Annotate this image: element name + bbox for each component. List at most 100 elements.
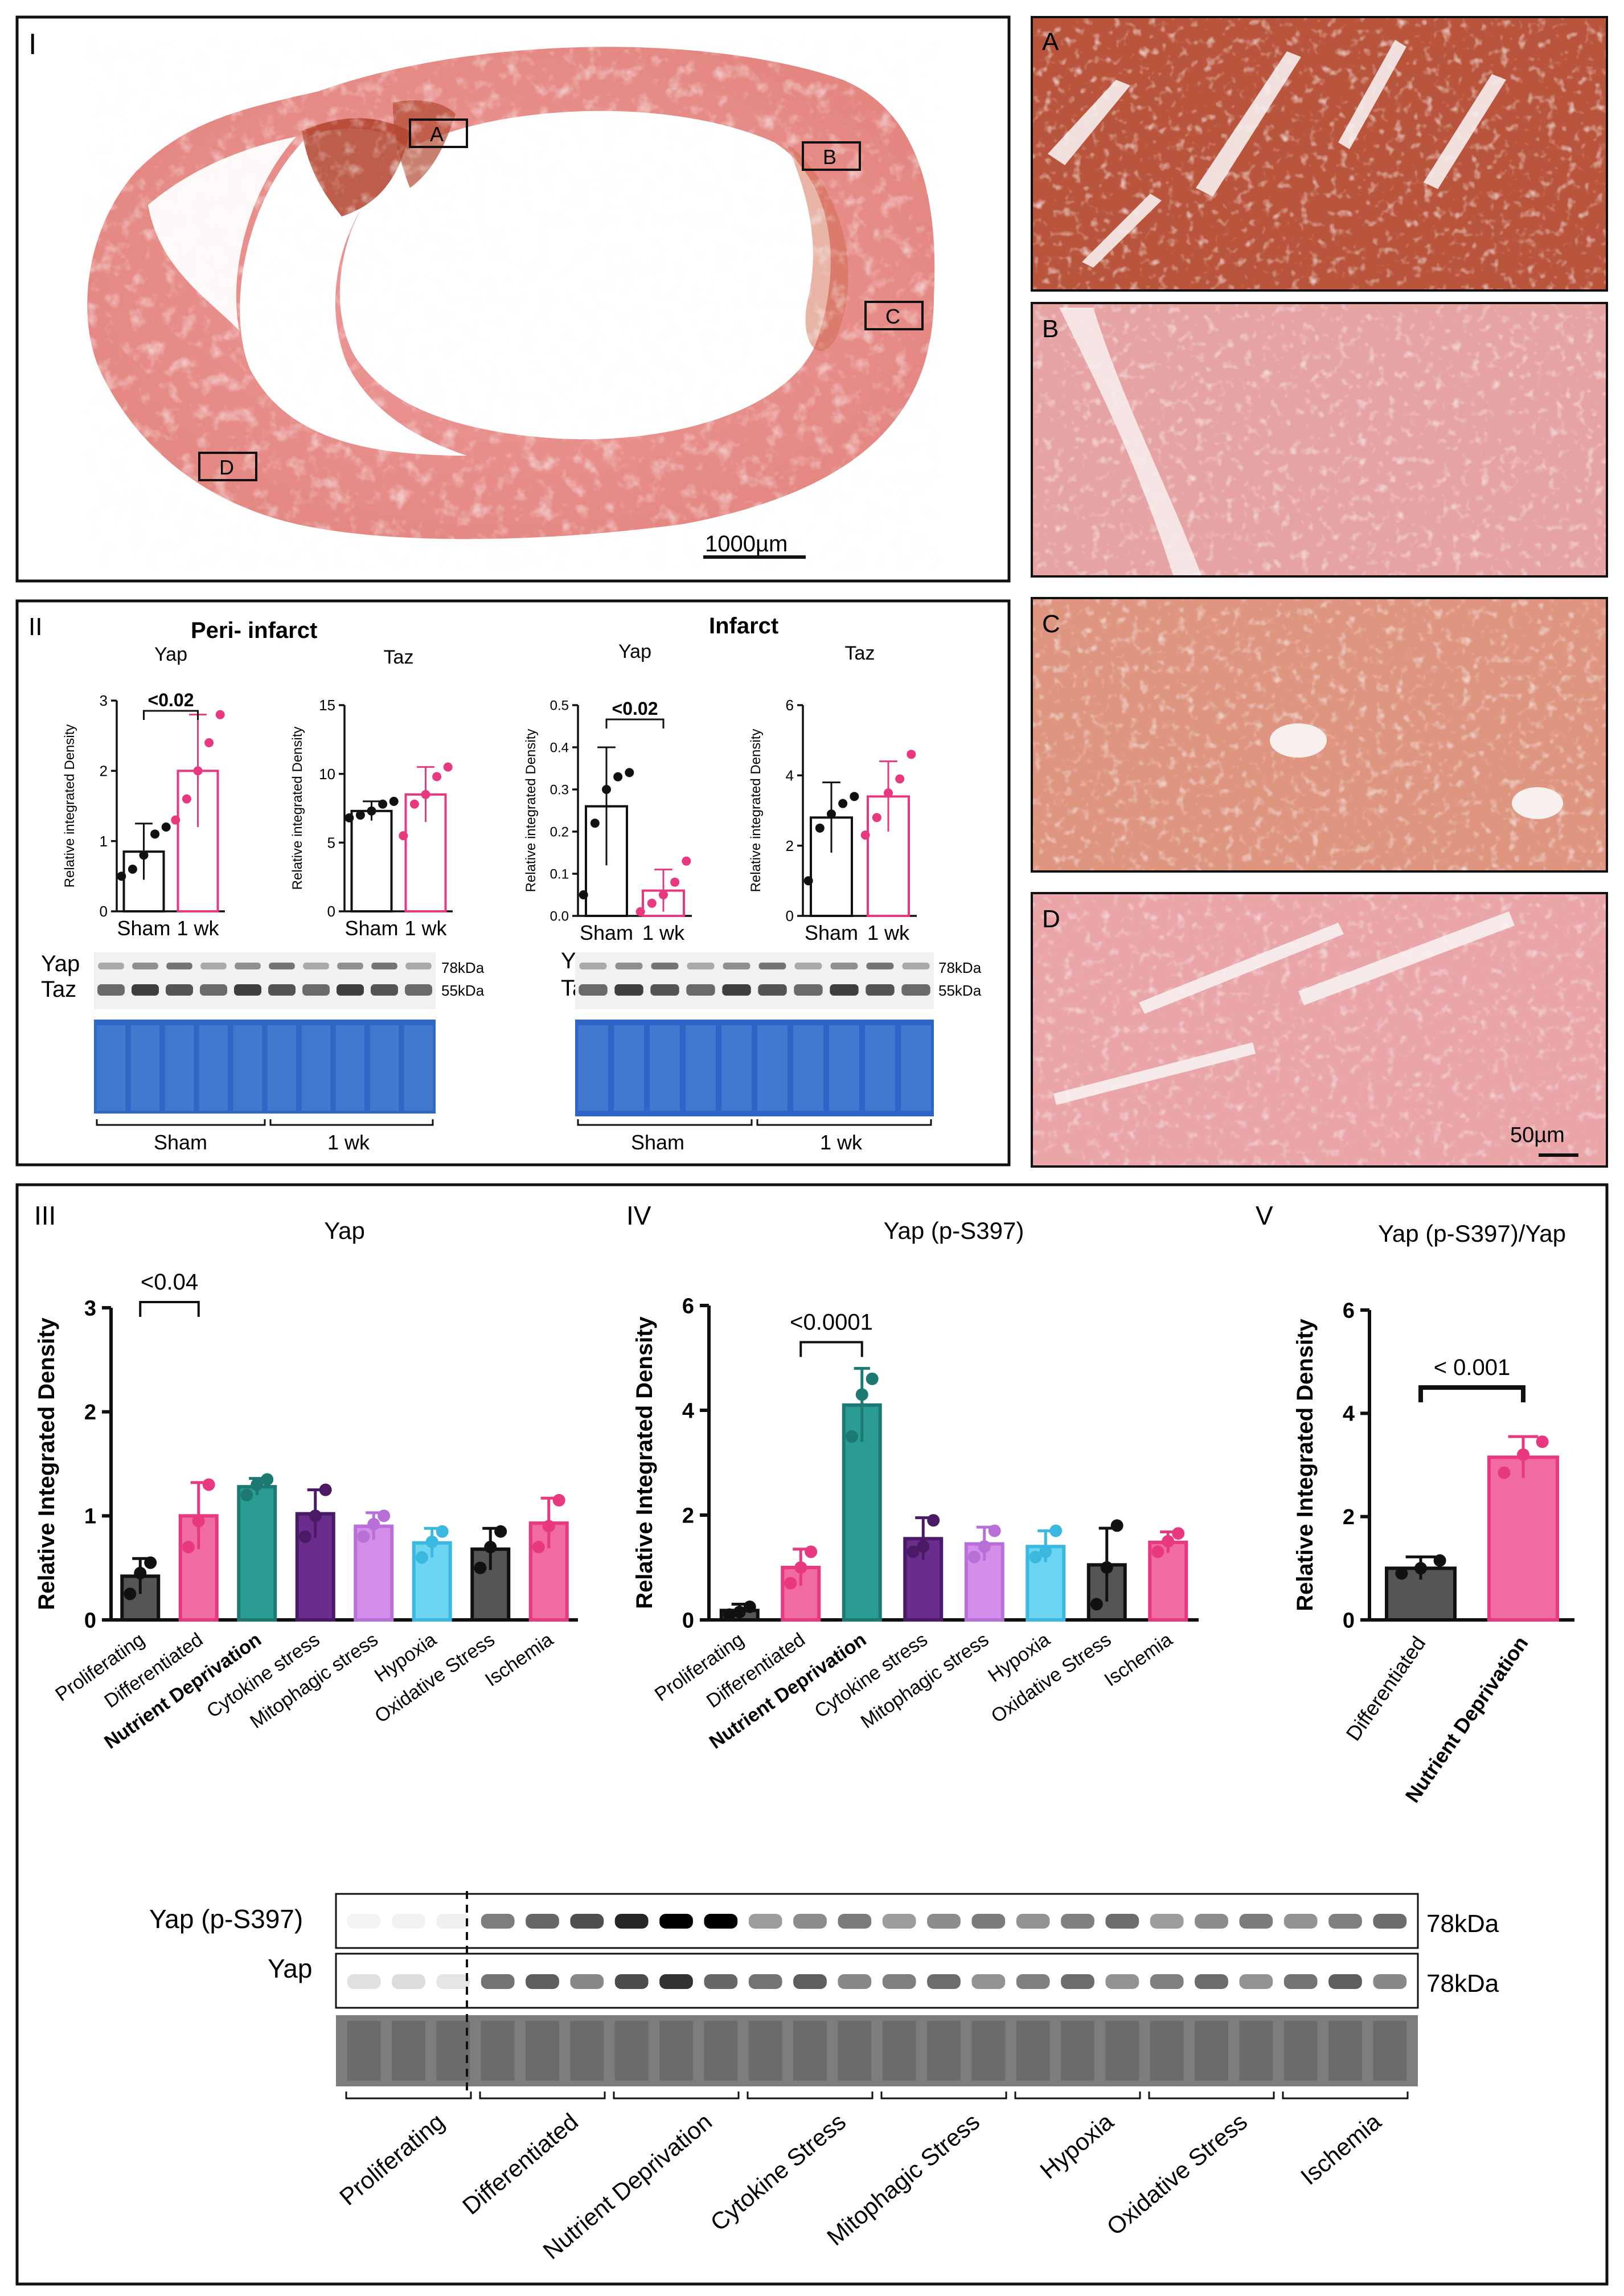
bar: [237, 1485, 277, 1622]
stain-lane: [578, 1025, 608, 1111]
blot-infarct: Yap Taz 78kDa 55kDa Sham 1 wk: [561, 948, 982, 1154]
stain-lane: [1016, 2021, 1050, 2081]
data-point: [357, 1530, 370, 1543]
data-point: [409, 799, 419, 809]
band-taz: [234, 984, 261, 996]
stain-lane: [392, 2021, 425, 2081]
y-tick-label: 4: [1343, 1402, 1355, 1426]
category-label: 1 wk: [177, 916, 219, 940]
blot-inf-membrane: [575, 952, 934, 1009]
y-tick-label: 0: [786, 907, 794, 924]
band-p-yap: [838, 1914, 872, 1929]
data-point: [967, 1550, 981, 1564]
band-p-yap: [1195, 1914, 1228, 1929]
panel-III-V-frame: [15, 1183, 1609, 2286]
y-tick-label: 6: [1343, 1299, 1355, 1323]
stain-lane: [301, 1025, 331, 1111]
band-p-yap: [1239, 1914, 1273, 1929]
stain-lane: [526, 2021, 559, 2081]
band-yap: [758, 963, 786, 969]
band-yap: [902, 963, 930, 969]
y-axis-label: Relative Integrated Density: [632, 1316, 657, 1609]
data-point: [204, 738, 214, 747]
blot-III-row1-frame: [335, 1893, 1419, 1949]
blot-inf-stain: [575, 1020, 934, 1116]
stain-lane: [927, 2021, 961, 2081]
band-p-yap: [927, 1914, 961, 1929]
stain-lane: [865, 1025, 895, 1111]
blot-III-row2-frame: [335, 1953, 1419, 2009]
band-taz: [830, 984, 859, 996]
category-label: 1 wk: [867, 921, 910, 944]
band-taz: [371, 984, 398, 996]
panel-V-label: V: [1256, 1201, 1273, 1230]
blot-inf-kda78: 78kDa: [938, 959, 982, 976]
band-yap: [659, 1974, 693, 1989]
chart-title: Yap: [324, 1217, 365, 1244]
micrograph-B-label: B: [1042, 315, 1059, 343]
y-tick-label: 3: [100, 692, 108, 709]
y-tick-label: 0: [1343, 1609, 1355, 1632]
micrograph-D: D 50µm: [1031, 892, 1608, 1168]
y-tick-label: 4: [682, 1399, 694, 1423]
band-yap: [303, 963, 329, 969]
stain-lane: [1373, 2021, 1407, 2081]
band-yap: [882, 1974, 916, 1989]
blot-III-bands: [347, 1914, 1407, 2081]
chart-title: Yap (p-S397)/Yap: [1378, 1220, 1566, 1247]
box-label-A: A: [430, 122, 444, 146]
peri-infarct-title: Peri- infarct: [191, 618, 317, 643]
band-p-yap: [1150, 1914, 1184, 1929]
band-yap: [1105, 1974, 1139, 1989]
data-point: [884, 788, 893, 798]
y-tick-label: 0: [84, 1609, 96, 1632]
y-axis-label: Relative integrated Density: [523, 729, 539, 893]
stain-lane: [335, 1025, 365, 1111]
data-point: [319, 1483, 332, 1496]
band-taz: [97, 984, 125, 996]
band-yap: [1150, 1974, 1184, 1989]
y-tick-label: 0.3: [550, 782, 569, 797]
data-point: [378, 799, 388, 809]
band-yap: [651, 963, 679, 969]
chart-IIa: Yap 0 1 2 3 Relative integrated Density Sham 1 …: [62, 644, 225, 940]
significance-label: < 0.001: [1434, 1355, 1511, 1380]
stain-lane: [659, 2021, 693, 2081]
data-point: [202, 1478, 215, 1491]
stain-lane: [838, 2021, 872, 2081]
stain-lane: [404, 1025, 433, 1111]
band-taz: [866, 984, 895, 996]
data-point: [1498, 1466, 1511, 1479]
data-point: [659, 890, 668, 899]
data-point: [436, 1525, 449, 1538]
data-point: [494, 1525, 507, 1538]
band-yap: [615, 963, 643, 969]
data-point: [866, 1372, 879, 1385]
band-yap: [1061, 1974, 1094, 1989]
infarct-title: Infarct: [709, 613, 778, 639]
data-point: [805, 1545, 818, 1558]
band-taz: [614, 984, 643, 996]
data-point: [1414, 1562, 1427, 1575]
data-point: [1029, 1550, 1042, 1564]
data-point: [682, 856, 691, 866]
data-point: [193, 766, 203, 776]
band-taz: [302, 984, 330, 996]
band-taz: [650, 984, 679, 996]
y-axis-label: Relative integrated Density: [62, 725, 77, 888]
y-tick-label: 0: [682, 1609, 694, 1632]
data-point: [552, 1493, 565, 1507]
data-point: [1039, 1545, 1052, 1558]
y-tick-label: 0: [100, 903, 108, 920]
y-tick-label: 2: [786, 837, 794, 854]
band-p-yap: [392, 1914, 425, 1929]
chart-IId: Taz 0 2 4 6 Relative integrated Density Sham 1 …: [748, 642, 917, 944]
y-tick-label: 0.1: [550, 866, 569, 882]
category-label: Sham: [117, 916, 170, 940]
blot-peri-stain: [94, 1020, 436, 1114]
band-p-yap: [1105, 1914, 1139, 1929]
blot-peri: Yap Taz 78kDa 55kDa Sham 1 wk: [41, 951, 485, 1154]
data-point: [345, 813, 354, 822]
y-tick-label: 4: [786, 767, 794, 784]
band-p-yap: [882, 1914, 916, 1929]
